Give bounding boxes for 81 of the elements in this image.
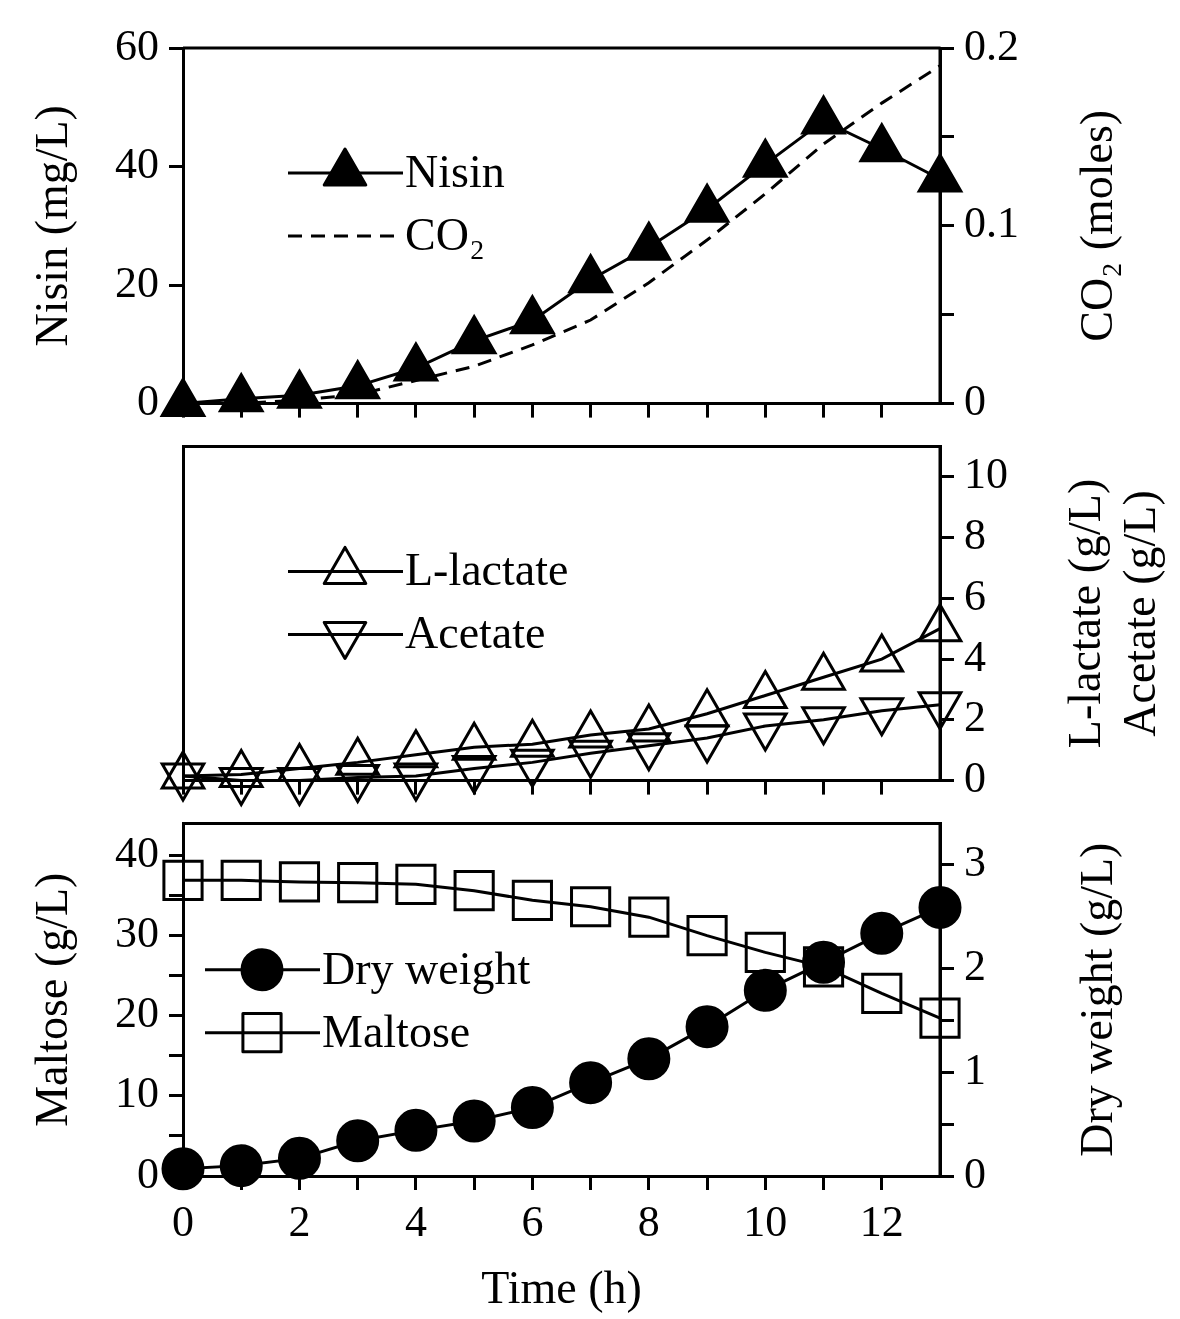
y2-axis-title: L-lactate (g/L) Acetate (g/L) — [1059, 478, 1166, 749]
point — [162, 859, 204, 901]
point — [278, 861, 321, 903]
point — [452, 1099, 496, 1143]
y2-tick-label: 0.2 — [964, 20, 1019, 70]
y2-axis-title: CO₂ (moles) — [1071, 109, 1123, 342]
y2-tick-label: 1 — [964, 1044, 986, 1094]
point — [859, 123, 905, 163]
point — [393, 342, 439, 382]
point — [684, 183, 730, 223]
y2-axis-title: Dry weight (g/L) — [1071, 842, 1123, 1157]
x-tick-label: 8 — [637, 1196, 660, 1246]
point — [277, 1136, 321, 1180]
x-tick-label: 2 — [288, 1196, 311, 1246]
y-tick-label: 40 — [115, 139, 159, 189]
point — [918, 885, 962, 929]
point — [453, 870, 495, 912]
y2-tick-label: 4 — [964, 631, 986, 681]
point — [861, 972, 903, 1014]
y2-tick-label: 2 — [964, 941, 986, 991]
x-axis-title: Time (h) — [481, 1262, 642, 1314]
y-tick-label: 0 — [137, 376, 159, 426]
point — [743, 968, 787, 1012]
y-axis-title: Nisin (mg/L) — [26, 105, 78, 347]
point — [219, 1144, 263, 1188]
point — [919, 997, 961, 1039]
y-tick-label: 30 — [115, 908, 159, 958]
y-tick-label: 40 — [115, 828, 159, 878]
point — [337, 862, 379, 904]
x-tick-label: 4 — [404, 1196, 427, 1246]
point — [220, 859, 262, 901]
y-tick-label: 0 — [137, 1148, 159, 1198]
legend-label: Acetate — [405, 607, 546, 659]
point — [744, 931, 786, 974]
y2-tick-label: 3 — [964, 837, 986, 887]
y2-tick-label: 8 — [964, 510, 986, 560]
x-tick-label: 6 — [521, 1196, 544, 1246]
y2-tick-label: 6 — [964, 570, 986, 620]
y2-tick-label: 0 — [964, 1148, 986, 1198]
point — [510, 1086, 554, 1130]
legend-label: L-lactate — [405, 544, 569, 596]
point — [627, 1037, 671, 1081]
point — [394, 1108, 438, 1152]
y-tick-label: 60 — [115, 20, 159, 70]
point — [451, 315, 497, 355]
point — [160, 378, 206, 418]
y2-tick-label: 2 — [964, 692, 986, 742]
point — [336, 1119, 380, 1163]
y-tick-label: 20 — [115, 257, 159, 307]
point — [277, 369, 322, 409]
legend-label: Maltose — [322, 1005, 471, 1057]
point — [686, 915, 728, 957]
y-tick-label: 10 — [115, 1068, 159, 1118]
y-axis-title: Maltose (g/L) — [26, 872, 78, 1127]
point — [510, 295, 555, 335]
point — [511, 879, 553, 921]
point — [860, 911, 904, 955]
y2-tick-label: 0 — [964, 376, 986, 426]
point — [802, 946, 845, 988]
y-tick-label: 20 — [115, 988, 159, 1038]
y2-tick-label: 0 — [964, 753, 986, 803]
x-tick-label: 12 — [859, 1196, 904, 1246]
point — [161, 1147, 205, 1191]
legend-label: Dry weight — [322, 942, 531, 994]
point — [568, 254, 613, 294]
point — [335, 360, 380, 400]
point — [570, 886, 612, 928]
y2-tick-label: 0.1 — [964, 198, 1019, 248]
legend-label: Nisin — [405, 146, 505, 198]
y2-tick-label: 10 — [964, 449, 1008, 499]
legend-label: CO₂ — [405, 209, 485, 261]
point — [628, 896, 670, 938]
point — [395, 863, 437, 905]
point — [685, 1005, 729, 1049]
point — [626, 221, 672, 261]
point — [801, 95, 846, 135]
x-tick-label: 0 — [172, 1196, 194, 1246]
x-tick-label: 10 — [743, 1196, 788, 1246]
point — [569, 1061, 613, 1105]
point — [743, 138, 788, 178]
point — [218, 373, 264, 413]
